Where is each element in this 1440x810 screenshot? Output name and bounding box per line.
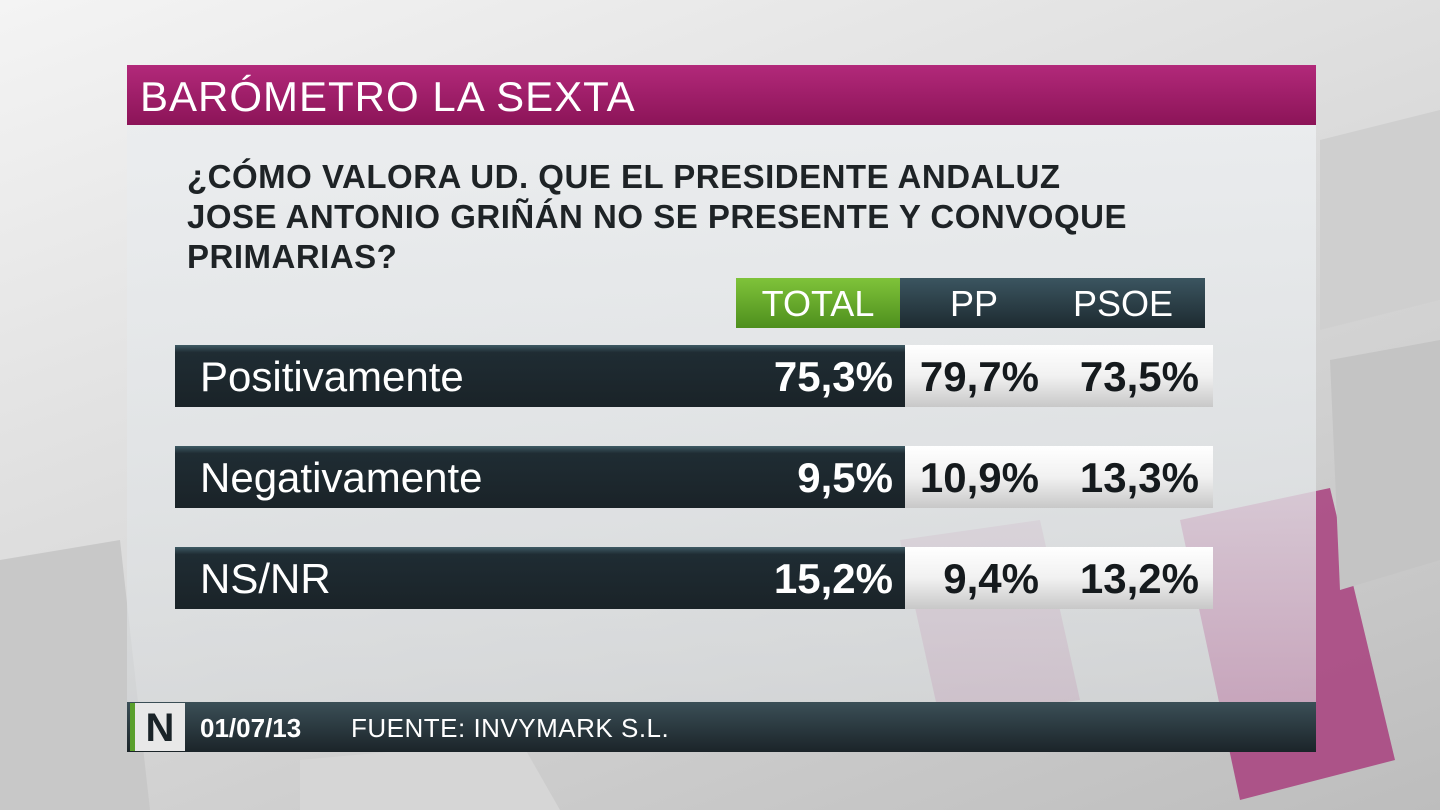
- row-label: Negativamente 9,5%: [175, 446, 905, 508]
- column-header: PSOE: [1072, 283, 1174, 324]
- logo: N: [130, 703, 185, 751]
- psoe-value: 73,5%: [1053, 345, 1213, 407]
- total-value: 9,5%: [797, 454, 893, 501]
- date: 01/07/13: [200, 713, 302, 743]
- source: FUENTE: INVYMARK S.L.: [351, 713, 670, 743]
- row-label: Positivamente 75,3%: [175, 345, 905, 407]
- pp-value: 79,7%: [905, 345, 1053, 407]
- total-value: 75,3%: [773, 353, 893, 400]
- title: BARÓMETRO LA SEXTA: [127, 65, 1316, 125]
- psoe-value: 13,3%: [1053, 446, 1213, 508]
- question-line: JOSE ANTONIO GRIÑÁN NO SE PRESENTE Y CON…: [187, 198, 1127, 235]
- total-value: 15,2%: [773, 555, 893, 602]
- question-line: PRIMARIAS?: [187, 238, 398, 275]
- pp-value: 10,9%: [905, 446, 1053, 508]
- column-header-bg: [900, 278, 1205, 328]
- column-header: PP: [949, 283, 999, 324]
- row-label: NS/NR 15,2%: [175, 547, 905, 609]
- panel: [127, 65, 1316, 750]
- footer: [127, 702, 1316, 752]
- question-line: ¿CÓMO VALORA UD. QUE EL PRESIDENTE ANDAL…: [187, 158, 1061, 195]
- pp-value: 9,4%: [905, 547, 1053, 609]
- column-header: TOTAL: [736, 278, 900, 328]
- psoe-value: 13,2%: [1053, 547, 1213, 609]
